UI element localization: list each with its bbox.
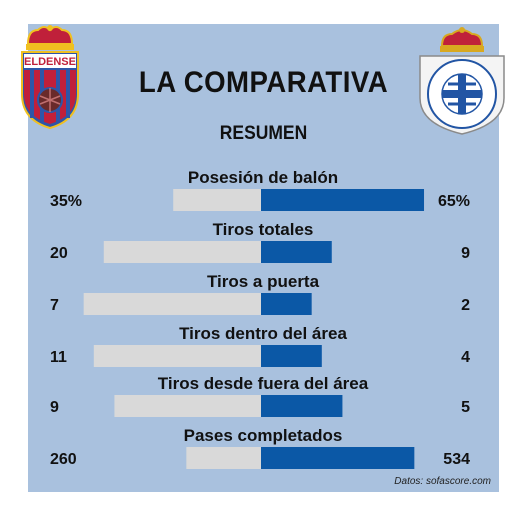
away-value-label: 4 bbox=[461, 349, 470, 366]
deportivo-crest-icon bbox=[419, 27, 505, 135]
home-value-label: 7 bbox=[50, 297, 59, 314]
home-value-label: 9 bbox=[50, 399, 59, 416]
away-bar bbox=[261, 241, 332, 263]
away-value-label: 2 bbox=[461, 297, 470, 314]
away-value-label: 9 bbox=[461, 245, 470, 262]
away-bar bbox=[261, 395, 343, 417]
source-note: Datos: sofascore.com bbox=[394, 476, 491, 487]
home-bar bbox=[173, 189, 261, 211]
category-label: Tiros dentro del área bbox=[179, 324, 347, 343]
away-value-label: 65% bbox=[438, 193, 470, 210]
away-value-label: 5 bbox=[461, 399, 470, 416]
eldense-crest-icon: ELDENSE bbox=[21, 25, 79, 130]
category-label: Tiros totales bbox=[213, 220, 314, 239]
category-label: Tiros a puerta bbox=[207, 272, 320, 291]
away-value-label: 534 bbox=[443, 451, 470, 468]
home-bar bbox=[83, 293, 262, 315]
category-label: Pases completados bbox=[184, 426, 343, 445]
home-value-label: 11 bbox=[50, 349, 67, 366]
home-value-label: 260 bbox=[50, 451, 77, 468]
category-label: Tiros desde fuera del área bbox=[158, 374, 369, 393]
home-bar bbox=[114, 395, 261, 417]
away-bar bbox=[261, 345, 322, 367]
home-bar bbox=[186, 447, 261, 469]
away-bar bbox=[261, 447, 415, 469]
home-bar bbox=[103, 241, 261, 263]
away-bar bbox=[261, 293, 312, 315]
page-title: LA COMPARATIVA bbox=[138, 66, 389, 99]
svg-text:ELDENSE: ELDENSE bbox=[24, 56, 76, 68]
home-bar bbox=[93, 345, 261, 367]
page-subtitle: RESUMEN bbox=[219, 123, 308, 144]
home-value-label: 20 bbox=[50, 245, 68, 262]
away-bar bbox=[261, 189, 425, 211]
home-value-label: 35% bbox=[50, 193, 82, 210]
category-label: Posesión de balón bbox=[188, 168, 338, 187]
